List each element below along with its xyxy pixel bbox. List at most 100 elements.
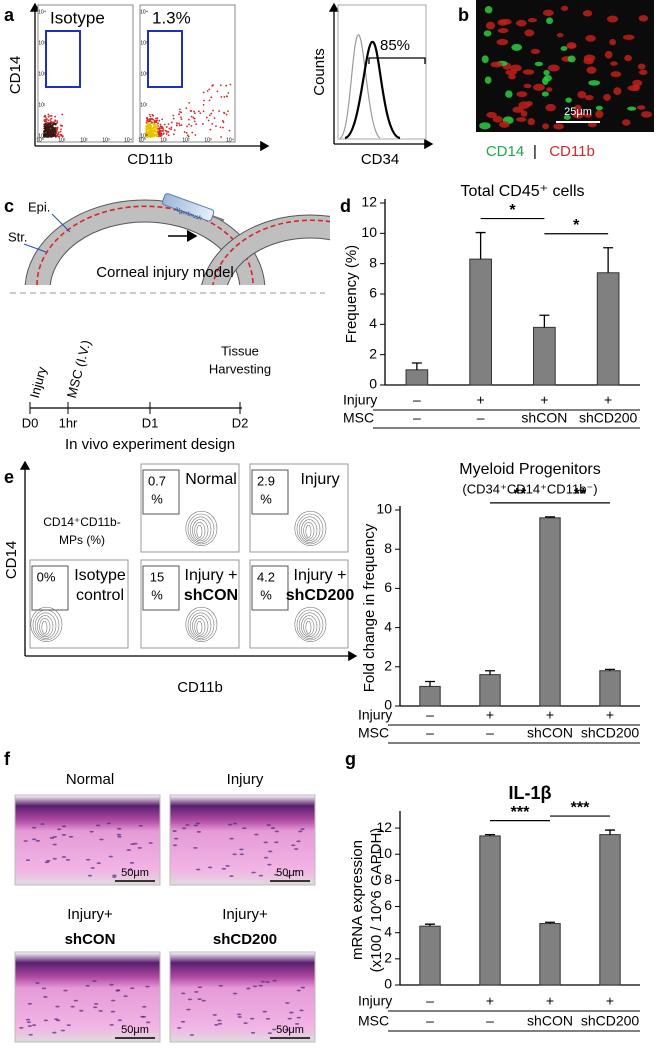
dot xyxy=(216,90,219,93)
image-label: Injury xyxy=(227,771,264,788)
dot xyxy=(197,110,200,113)
nucleus xyxy=(291,844,296,847)
row-label: – xyxy=(426,725,434,741)
contour xyxy=(305,620,312,634)
dot xyxy=(159,133,162,136)
nucleus xyxy=(196,830,202,833)
nucleus xyxy=(189,1034,195,1036)
dot xyxy=(150,134,153,137)
cell xyxy=(486,111,497,118)
dot xyxy=(47,115,50,118)
dot xyxy=(56,120,59,122)
cell xyxy=(622,34,635,40)
nucleus xyxy=(285,1002,290,1004)
dot xyxy=(208,99,211,102)
contour xyxy=(294,510,327,546)
dot xyxy=(54,115,57,118)
dot xyxy=(157,130,160,133)
y-tick-label: 4 xyxy=(369,315,377,331)
dot xyxy=(218,110,221,112)
nucleus xyxy=(93,1002,99,1005)
cell xyxy=(490,61,503,68)
cell xyxy=(533,83,545,91)
dot xyxy=(147,122,150,125)
dot xyxy=(167,123,170,126)
dot xyxy=(47,135,50,137)
significance-label: * xyxy=(509,202,516,219)
dot xyxy=(186,125,188,128)
row-label: shCON xyxy=(527,1013,573,1029)
dot xyxy=(47,119,50,122)
nucleus xyxy=(272,979,277,982)
nucleus xyxy=(31,826,37,829)
cell xyxy=(483,30,492,37)
bar xyxy=(599,834,621,986)
error-bar xyxy=(539,314,550,328)
dot xyxy=(212,109,214,112)
tick-label: 10⁴ xyxy=(140,9,148,15)
contour xyxy=(296,609,324,641)
row-name: Injury xyxy=(358,993,392,1009)
dot xyxy=(213,117,216,119)
contour xyxy=(187,513,215,545)
nucleus xyxy=(61,834,67,836)
tick-label: 10⁴ xyxy=(226,137,234,143)
dot xyxy=(53,131,56,133)
nucleus xyxy=(289,1011,294,1014)
significance-label: *** xyxy=(511,804,530,821)
dot xyxy=(44,116,47,118)
nucleus xyxy=(19,1026,24,1029)
contour xyxy=(298,516,321,543)
dot xyxy=(172,117,175,120)
y-tick-label: 2 xyxy=(369,345,377,361)
nucleus xyxy=(197,998,202,1001)
significance-label: * xyxy=(573,217,580,234)
dot xyxy=(60,135,63,137)
dot xyxy=(157,133,160,136)
nucleus xyxy=(28,1033,33,1036)
dot xyxy=(158,119,161,122)
dot xyxy=(152,118,155,121)
nucleus xyxy=(300,828,305,831)
row-label: shCON xyxy=(521,410,567,426)
cell xyxy=(610,61,618,66)
nucleus xyxy=(265,1017,271,1020)
dot xyxy=(172,114,175,117)
cell xyxy=(595,105,603,111)
contour xyxy=(34,612,57,639)
nucleus xyxy=(115,989,120,992)
y-axis-label: (x100 / 10^6 GAPDH) xyxy=(368,828,385,973)
dot xyxy=(46,132,49,134)
nucleus xyxy=(40,823,45,825)
nucleus xyxy=(201,999,206,1002)
gate-label: 0.7 xyxy=(148,473,166,488)
dot xyxy=(178,113,180,116)
row-label: + xyxy=(606,707,614,723)
y-axis-label: Frequency (%) xyxy=(343,245,360,343)
dot xyxy=(46,133,49,136)
dot xyxy=(54,119,57,122)
dot xyxy=(50,120,52,123)
cell xyxy=(588,80,600,86)
nucleus xyxy=(300,986,306,989)
dot xyxy=(162,128,165,131)
nucleus xyxy=(181,827,187,830)
gate xyxy=(251,565,289,611)
event-label: Tissue xyxy=(221,343,259,358)
dot xyxy=(159,134,162,137)
dot xyxy=(220,95,223,98)
nucleus xyxy=(31,838,37,841)
dot xyxy=(45,135,48,137)
row-label: – xyxy=(426,707,434,723)
cell xyxy=(515,19,527,27)
cell xyxy=(523,83,532,89)
axis-label: CD11b xyxy=(127,151,173,168)
dot xyxy=(149,130,152,133)
row-label: + xyxy=(477,392,485,408)
row-name: MSC xyxy=(358,725,389,741)
dot xyxy=(151,113,154,116)
nucleus xyxy=(237,1016,242,1018)
y-tick-label: 10 xyxy=(376,845,392,861)
bar xyxy=(539,517,561,707)
gate xyxy=(142,565,180,611)
